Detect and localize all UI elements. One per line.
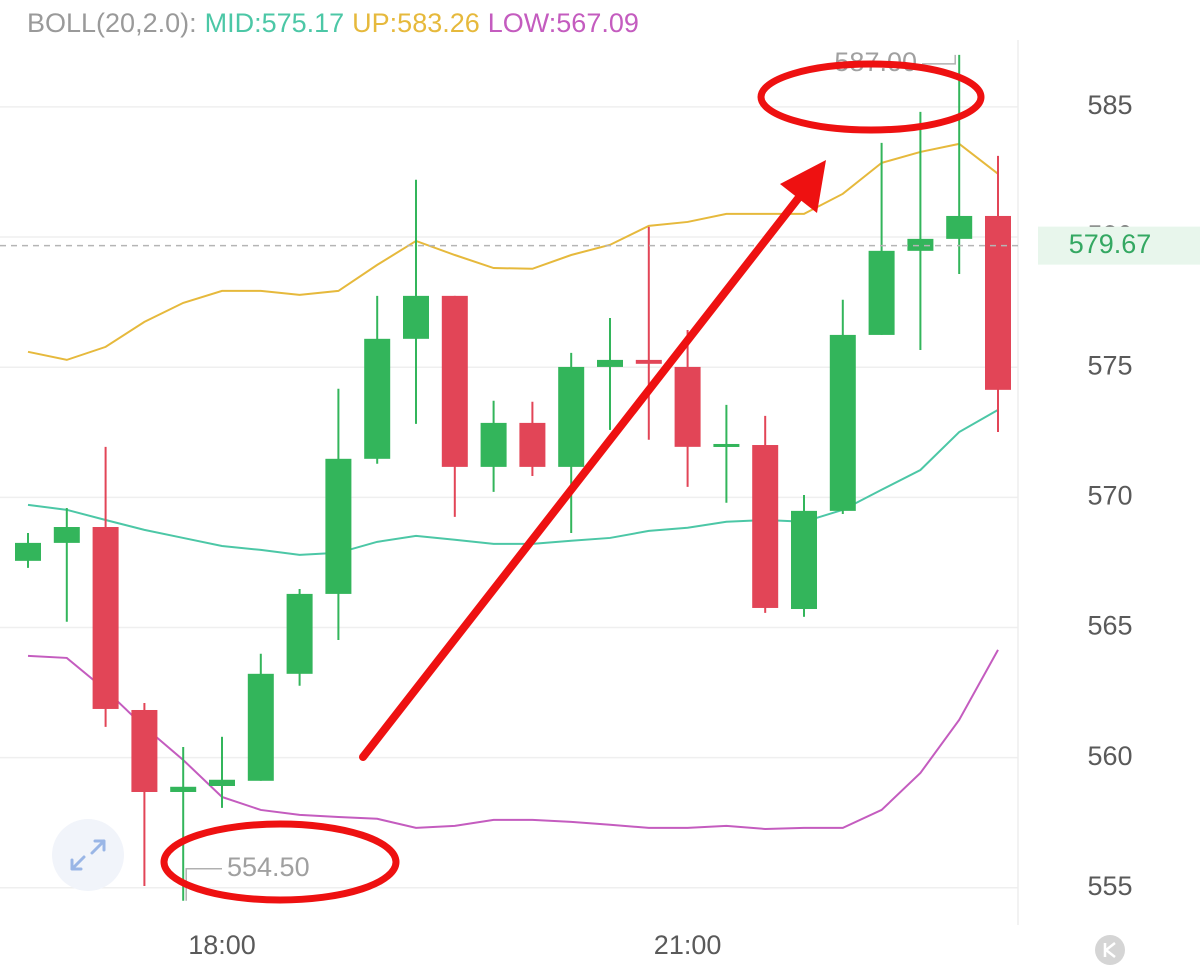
y-tick-label: 585	[1087, 90, 1132, 120]
logo-button[interactable]	[1095, 935, 1125, 965]
indicator-label: BOLL(20,2.0):	[27, 8, 197, 38]
expand-button[interactable]	[52, 819, 124, 891]
annotation-leader	[922, 54, 956, 65]
candle-body	[325, 458, 352, 594]
candle-body	[635, 359, 662, 364]
candle-body	[713, 443, 740, 447]
candle-body	[364, 338, 391, 459]
trend-arrow-head	[780, 160, 826, 213]
highlight-ellipse	[757, 60, 985, 134]
candle-body	[558, 366, 585, 467]
x-tick-label: 21:00	[654, 930, 722, 960]
candle-body	[209, 779, 235, 787]
candle-body	[286, 593, 313, 674]
expand-icon[interactable]	[70, 839, 106, 871]
expand-button-bg[interactable]	[52, 819, 124, 891]
candle-body	[597, 359, 623, 367]
last-price-label: 579.67	[1069, 229, 1152, 259]
candle-body	[53, 527, 80, 543]
candle-body	[946, 215, 973, 239]
highlight-ellipse	[160, 820, 400, 904]
candle-body	[170, 786, 197, 792]
candle-body	[480, 422, 507, 467]
band-line	[27, 409, 999, 556]
candle-body	[441, 295, 468, 467]
y-tick-label: 565	[1087, 611, 1132, 641]
band-line	[27, 649, 999, 830]
candle-body	[791, 510, 817, 610]
y-tick-label: 575	[1087, 350, 1132, 380]
y-tick-label: 555	[1087, 871, 1132, 901]
bands	[27, 142, 999, 830]
candle-body	[131, 709, 158, 792]
annotation-leader	[185, 868, 222, 901]
band-line	[27, 142, 999, 361]
annotation-label: 554.50	[227, 852, 310, 882]
candle-body	[674, 366, 701, 447]
candle-body	[92, 527, 119, 709]
x-tick-label: 18:00	[188, 930, 256, 960]
indicator-header: BOLL(20,2.0): MID:575.17 UP:583.26 LOW:567.…	[27, 8, 639, 38]
legend-entry: LOW:567.09	[488, 8, 639, 38]
candle-body	[403, 295, 429, 339]
y-tick-label: 570	[1087, 480, 1132, 510]
candle-body	[829, 334, 856, 511]
legend-entry: UP:583.26	[352, 8, 480, 38]
candle-body	[868, 250, 895, 335]
candle-body	[247, 673, 274, 781]
legend-entry: MID:575.17	[205, 8, 345, 38]
logo-icon[interactable]	[1103, 942, 1116, 958]
last-price-box	[1038, 226, 1200, 265]
candle-body	[985, 215, 1011, 390]
candle-body	[519, 422, 546, 467]
candle-body	[752, 445, 779, 608]
candles	[15, 54, 1011, 901]
y-tick-label: 560	[1087, 741, 1132, 771]
candle-body	[15, 542, 41, 561]
logo-bg[interactable]	[1095, 935, 1125, 965]
trend-arrow	[359, 192, 804, 761]
candle-body	[907, 238, 934, 251]
